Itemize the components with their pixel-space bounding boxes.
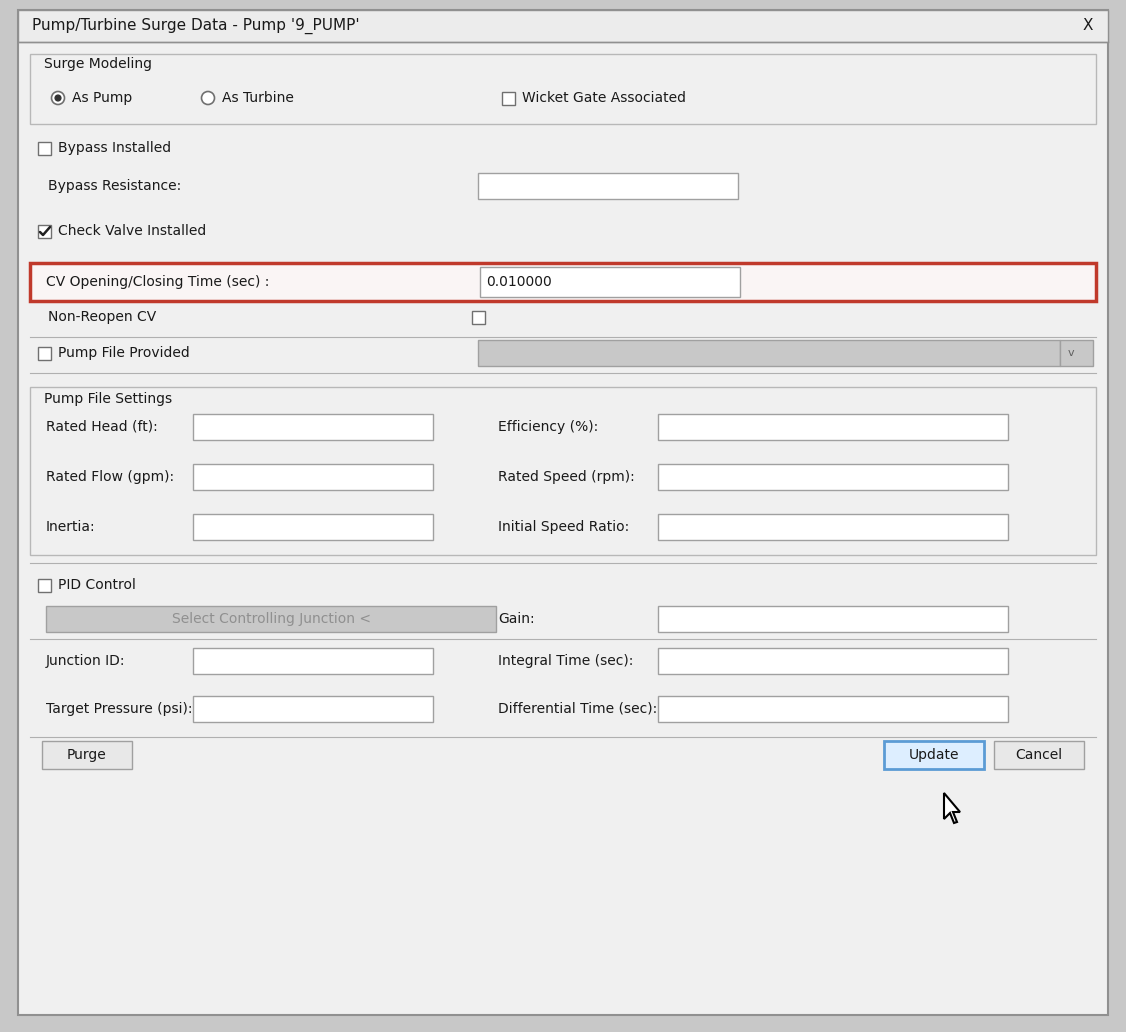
FancyBboxPatch shape bbox=[658, 514, 1008, 540]
Text: X: X bbox=[1083, 19, 1093, 33]
FancyBboxPatch shape bbox=[38, 579, 51, 592]
Text: As Pump: As Pump bbox=[72, 91, 132, 105]
Text: Pump File Provided: Pump File Provided bbox=[59, 346, 190, 360]
Text: Rated Flow (gpm):: Rated Flow (gpm): bbox=[46, 470, 175, 484]
Text: Bypass Resistance:: Bypass Resistance: bbox=[48, 179, 181, 193]
Text: CV Opening/Closing Time (sec) :: CV Opening/Closing Time (sec) : bbox=[46, 275, 269, 289]
FancyBboxPatch shape bbox=[994, 741, 1084, 769]
FancyBboxPatch shape bbox=[193, 514, 434, 540]
FancyBboxPatch shape bbox=[30, 263, 1096, 301]
Text: Surge Modeling: Surge Modeling bbox=[44, 57, 152, 71]
Text: Rated Head (ft):: Rated Head (ft): bbox=[46, 420, 158, 434]
FancyBboxPatch shape bbox=[658, 464, 1008, 490]
FancyBboxPatch shape bbox=[658, 606, 1008, 632]
Text: Bypass Installed: Bypass Installed bbox=[59, 141, 171, 155]
Text: PID Control: PID Control bbox=[59, 578, 136, 592]
FancyBboxPatch shape bbox=[658, 648, 1008, 674]
FancyBboxPatch shape bbox=[38, 347, 51, 360]
FancyBboxPatch shape bbox=[193, 696, 434, 722]
Text: Integral Time (sec):: Integral Time (sec): bbox=[498, 654, 633, 668]
FancyBboxPatch shape bbox=[18, 10, 1108, 1015]
Text: Wicket Gate Associated: Wicket Gate Associated bbox=[522, 91, 686, 105]
Text: As Turbine: As Turbine bbox=[222, 91, 294, 105]
FancyBboxPatch shape bbox=[1060, 340, 1093, 366]
FancyBboxPatch shape bbox=[38, 142, 51, 155]
FancyBboxPatch shape bbox=[658, 414, 1008, 440]
FancyBboxPatch shape bbox=[42, 741, 132, 769]
FancyBboxPatch shape bbox=[193, 648, 434, 674]
Text: Pump File Settings: Pump File Settings bbox=[44, 392, 172, 406]
Text: Efficiency (%):: Efficiency (%): bbox=[498, 420, 598, 434]
Text: Check Valve Installed: Check Valve Installed bbox=[59, 224, 206, 238]
Text: Inertia:: Inertia: bbox=[46, 520, 96, 534]
Text: Target Pressure (psi):: Target Pressure (psi): bbox=[46, 702, 193, 716]
Text: Gain:: Gain: bbox=[498, 612, 535, 626]
FancyBboxPatch shape bbox=[46, 606, 495, 632]
FancyBboxPatch shape bbox=[479, 173, 738, 199]
Text: 0.010000: 0.010000 bbox=[486, 275, 552, 289]
Text: Junction ID:: Junction ID: bbox=[46, 654, 125, 668]
FancyBboxPatch shape bbox=[884, 741, 984, 769]
FancyBboxPatch shape bbox=[30, 54, 1096, 124]
Polygon shape bbox=[944, 793, 960, 823]
Text: v: v bbox=[1067, 348, 1074, 358]
Text: Rated Speed (rpm):: Rated Speed (rpm): bbox=[498, 470, 635, 484]
FancyBboxPatch shape bbox=[193, 464, 434, 490]
Text: Update: Update bbox=[909, 748, 959, 762]
FancyBboxPatch shape bbox=[472, 311, 485, 324]
Text: Cancel: Cancel bbox=[1016, 748, 1063, 762]
Text: Differential Time (sec):: Differential Time (sec): bbox=[498, 702, 658, 716]
Circle shape bbox=[202, 92, 214, 104]
FancyBboxPatch shape bbox=[30, 387, 1096, 555]
Text: Purge: Purge bbox=[68, 748, 107, 762]
Text: Non-Reopen CV: Non-Reopen CV bbox=[48, 310, 157, 324]
FancyBboxPatch shape bbox=[658, 696, 1008, 722]
FancyBboxPatch shape bbox=[480, 267, 740, 297]
Circle shape bbox=[52, 92, 64, 104]
FancyBboxPatch shape bbox=[18, 10, 1108, 42]
FancyBboxPatch shape bbox=[193, 414, 434, 440]
Text: Select Controlling Junction <: Select Controlling Junction < bbox=[171, 612, 370, 626]
Circle shape bbox=[55, 95, 61, 101]
FancyBboxPatch shape bbox=[479, 340, 1060, 366]
FancyBboxPatch shape bbox=[38, 225, 51, 238]
FancyBboxPatch shape bbox=[502, 92, 515, 105]
Text: Initial Speed Ratio:: Initial Speed Ratio: bbox=[498, 520, 629, 534]
Text: Pump/Turbine Surge Data - Pump '9_PUMP': Pump/Turbine Surge Data - Pump '9_PUMP' bbox=[32, 18, 359, 34]
